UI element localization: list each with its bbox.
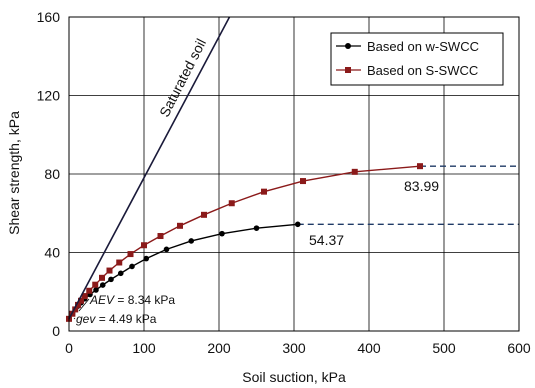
legend-w-swcc-marker bbox=[345, 43, 351, 49]
s-swcc-point bbox=[201, 211, 207, 218]
s-swcc-point bbox=[75, 301, 81, 308]
s-swcc-point bbox=[261, 188, 267, 195]
w-swcc-point bbox=[163, 246, 170, 253]
w-swcc-point bbox=[253, 225, 260, 231]
x-tick-label: 600 bbox=[507, 340, 531, 356]
plot-frame bbox=[68, 16, 520, 332]
legend-w-swcc-label: Based on w-SWCC bbox=[367, 39, 479, 54]
w-swcc-point bbox=[93, 287, 99, 293]
series-layer bbox=[66, 16, 519, 322]
gev-leader-line bbox=[73, 317, 76, 320]
w-swcc-point bbox=[99, 282, 106, 288]
x-axis-title: Soil suction, kPa bbox=[242, 369, 346, 385]
s-swcc-point bbox=[72, 306, 79, 313]
x-tick-label: 300 bbox=[282, 340, 306, 356]
y-tick-label: 40 bbox=[44, 245, 60, 261]
s-swcc-point bbox=[417, 163, 423, 170]
legend-box bbox=[330, 32, 504, 86]
s-swcc-point bbox=[157, 233, 164, 240]
s-swcc-end-value: 83.99 bbox=[404, 178, 439, 194]
w-swcc-point bbox=[143, 255, 150, 262]
s-swcc-point bbox=[81, 293, 88, 300]
s-swcc-point bbox=[116, 259, 123, 266]
y-tick-label: 80 bbox=[44, 166, 60, 182]
aev-leader-line bbox=[78, 298, 90, 312]
w-swcc-point bbox=[219, 230, 225, 237]
y-axis-title: Shear strength, kPa bbox=[6, 111, 22, 235]
tick-labels: 0 100 200 300 400 500 600 0 40 80 120 160 bbox=[37, 9, 531, 356]
x-tick-label: 0 bbox=[65, 340, 73, 356]
s-swcc-point bbox=[127, 251, 134, 258]
legend: Based on w-SWCC Based on S-SWCC bbox=[330, 32, 504, 86]
x-tick-label: 500 bbox=[432, 340, 456, 356]
saturated-soil-line bbox=[68, 16, 231, 320]
s-swcc-point bbox=[228, 200, 235, 207]
w-swcc-point bbox=[108, 276, 114, 283]
x-tick-label: 400 bbox=[357, 340, 381, 356]
s-swcc-point bbox=[78, 297, 84, 304]
w-swcc-point bbox=[129, 263, 135, 270]
s-swcc-point bbox=[300, 178, 306, 185]
w-swcc-point bbox=[117, 270, 124, 277]
legend-s-swcc-label: Based on S-SWCC bbox=[367, 63, 478, 78]
w-swcc-end-value: 54.37 bbox=[309, 232, 344, 248]
y-tick-label: 120 bbox=[37, 88, 61, 104]
x-tick-label: 100 bbox=[132, 340, 156, 356]
s-swcc-point bbox=[86, 287, 93, 294]
s-swcc-point bbox=[351, 168, 358, 175]
y-tick-label: 0 bbox=[52, 323, 60, 339]
x-tick-label: 200 bbox=[207, 340, 231, 356]
s-swcc-point bbox=[177, 222, 183, 229]
gev-annotation: gev = 4.49 kPa bbox=[76, 312, 157, 326]
legend-s-swcc-marker bbox=[345, 67, 351, 73]
aev-annotation: AEV = 8.34 kPa bbox=[89, 293, 175, 307]
s-swcc-point bbox=[99, 274, 105, 281]
s-swcc-point bbox=[106, 267, 113, 274]
w-swcc-point bbox=[188, 238, 195, 244]
y-tick-label: 160 bbox=[37, 9, 61, 25]
s-swcc-point bbox=[141, 242, 147, 249]
w-swcc-point bbox=[294, 221, 301, 228]
s-swcc-point bbox=[92, 281, 99, 288]
